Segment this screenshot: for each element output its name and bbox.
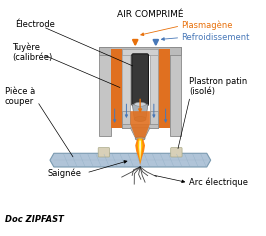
Text: Saignée: Saignée <box>47 168 81 178</box>
Polygon shape <box>122 111 130 128</box>
Text: Plastron patin
(isolé): Plastron patin (isolé) <box>189 77 247 96</box>
Text: Arc électrique: Arc électrique <box>189 178 248 187</box>
FancyBboxPatch shape <box>98 148 110 157</box>
Ellipse shape <box>134 117 146 122</box>
Polygon shape <box>150 49 158 128</box>
Polygon shape <box>111 49 122 128</box>
Text: Refroidissement: Refroidissement <box>181 33 250 42</box>
FancyBboxPatch shape <box>132 54 148 106</box>
Polygon shape <box>99 47 181 55</box>
FancyBboxPatch shape <box>171 148 182 157</box>
Polygon shape <box>150 111 158 128</box>
Ellipse shape <box>134 102 146 106</box>
Polygon shape <box>99 47 111 136</box>
Polygon shape <box>50 153 211 167</box>
Text: Tuyère
(calibrée): Tuyère (calibrée) <box>12 42 52 62</box>
Polygon shape <box>130 111 150 138</box>
Text: Pièce à
couper: Pièce à couper <box>5 87 35 106</box>
Polygon shape <box>139 141 141 160</box>
Text: Doc ZIPFAST: Doc ZIPFAST <box>5 215 64 224</box>
Polygon shape <box>122 49 158 55</box>
Polygon shape <box>130 128 150 138</box>
Polygon shape <box>158 49 169 128</box>
Polygon shape <box>138 139 143 162</box>
Polygon shape <box>122 124 158 128</box>
Polygon shape <box>135 139 145 165</box>
Polygon shape <box>169 47 181 136</box>
Polygon shape <box>122 49 130 128</box>
Text: Plasmagène: Plasmagène <box>181 20 233 30</box>
Text: AIR COMPRIMÉ: AIR COMPRIMÉ <box>117 10 183 19</box>
Polygon shape <box>132 104 148 118</box>
Text: Électrode: Électrode <box>15 20 55 30</box>
Ellipse shape <box>135 137 145 141</box>
